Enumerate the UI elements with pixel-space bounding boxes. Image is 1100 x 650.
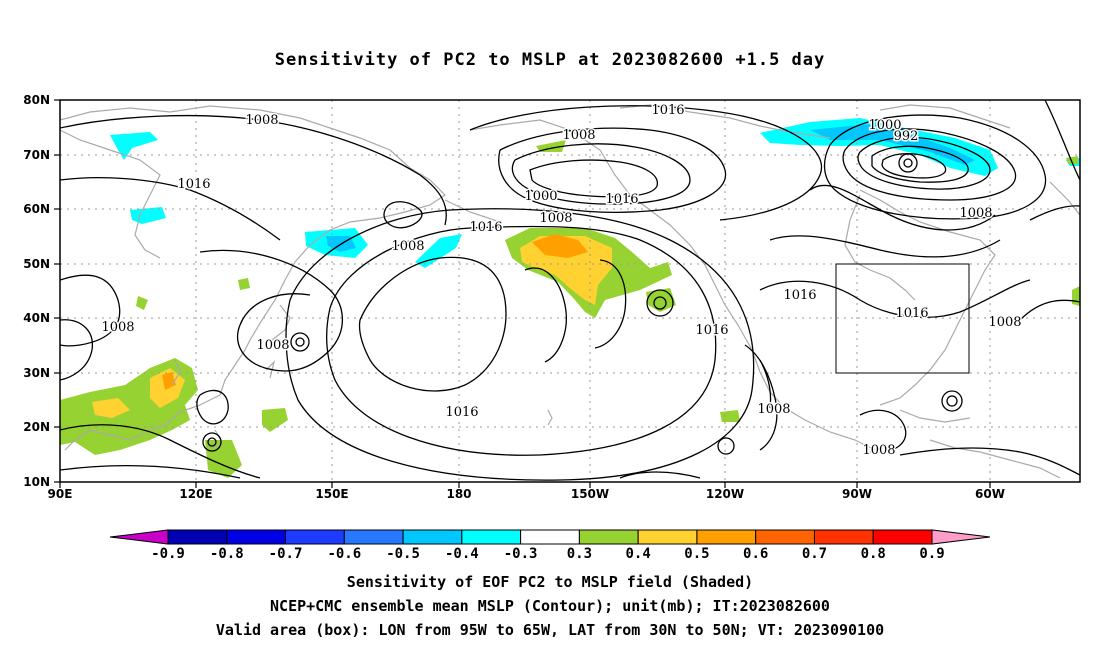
- mslp-contours: [60, 100, 1080, 481]
- contour-label: 1016: [177, 177, 210, 192]
- colorbar-label: -0.6: [327, 546, 361, 562]
- colorbar-label: -0.8: [210, 546, 244, 562]
- lon-label-150w: 150W: [571, 487, 609, 501]
- lat-label-20n: 20N: [23, 420, 50, 434]
- contour-label: 1008: [757, 402, 790, 417]
- contour-label: 1008: [391, 239, 424, 254]
- contour-label: 1008: [256, 338, 289, 353]
- colorbar-swatch: [167, 529, 228, 545]
- caption-line-1: Sensitivity of EOF PC2 to MSLP field (Sh…: [346, 573, 754, 591]
- valid-area-box: [835, 263, 970, 374]
- colorbar-low-arrow: [109, 529, 169, 545]
- colorbar-label: -0.7: [269, 546, 303, 562]
- colorbar-swatch: [755, 529, 815, 545]
- colorbar: -0.9 -0.8 -0.7 -0.6 -0.5 -0.4 -0.3 0.3 0.4 0.5 0.6…: [109, 529, 991, 562]
- contour-label: 1008: [562, 128, 595, 143]
- contour-label: 1016: [605, 192, 638, 207]
- caption-line-2: NCEP+CMC ensemble mean MSLP (Contour); u…: [270, 597, 830, 615]
- colorbar-swatch: [461, 529, 522, 545]
- contour-label: 1016: [469, 220, 502, 235]
- contour-label: 1016: [895, 306, 928, 321]
- lon-label-60w: 60W: [975, 487, 1005, 501]
- caption-line-3: Valid area (box): LON from 95W to 65W, L…: [215, 621, 885, 639]
- lon-label-120e: 120E: [179, 487, 212, 501]
- lat-label-30n: 30N: [23, 366, 50, 380]
- colorbar-label: 0.7: [802, 546, 827, 562]
- colorbar-label: 0.9: [919, 546, 944, 562]
- colorbar-label: -0.5: [386, 546, 420, 562]
- colorbar-swatch: [813, 529, 874, 545]
- lon-label-90w: 90W: [842, 487, 872, 501]
- coastlines: [60, 104, 1080, 479]
- colorbar-label: -0.9: [151, 546, 185, 562]
- colorbar-swatch: [637, 529, 698, 545]
- colorbar-swatch: [520, 529, 580, 545]
- colorbar-label: -0.4: [445, 546, 479, 562]
- colorbar-swatch: [226, 529, 287, 545]
- lat-label-70n: 70N: [23, 148, 50, 162]
- contour-label: 1000: [524, 189, 557, 204]
- lat-label-40n: 40N: [23, 311, 50, 325]
- colorbar-label: 0.4: [626, 546, 651, 562]
- lat-label-50n: 50N: [23, 257, 50, 271]
- plot-frame: [59, 99, 1081, 483]
- axis-ticks: [54, 99, 991, 488]
- colorbar-label: 0.5: [684, 546, 709, 562]
- colorbar-swatch: [872, 529, 933, 545]
- contour-label: 1016: [695, 323, 728, 338]
- contour-label: 1008: [539, 211, 572, 226]
- lat-label-60n: 60N: [23, 202, 50, 216]
- colorbar-swatch: [402, 529, 463, 545]
- colorbar-high-arrow: [931, 529, 991, 545]
- contour-label: 1008: [988, 315, 1021, 330]
- contour-label: 1016: [445, 405, 478, 420]
- contour-label: 1000: [868, 118, 901, 133]
- contour-label: 1016: [651, 103, 684, 118]
- contour-label: 1008: [101, 320, 134, 335]
- colorbar-swatch: [285, 529, 345, 545]
- colorbar-label: 0.8: [861, 546, 886, 562]
- colorbar-label: 0.6: [743, 546, 768, 562]
- colorbar-swatch: [696, 529, 757, 545]
- colorbar-swatch: [578, 529, 639, 545]
- map-title: Sensitivity of PC2 to MSLP at 2023082600…: [274, 50, 826, 70]
- contour-label: 1008: [959, 206, 992, 221]
- contour-label: 1008: [245, 113, 278, 128]
- colorbar-label: -0.3: [504, 546, 538, 562]
- lat-label-80n: 80N: [23, 93, 50, 107]
- colorbar-label: 0.3: [567, 546, 592, 562]
- lat-label-10n: 10N: [23, 475, 50, 489]
- lon-label-150e: 150E: [315, 487, 348, 501]
- contour-label: 1016: [783, 288, 816, 303]
- lon-label-180: 180: [446, 487, 471, 501]
- lon-label-90e: 90E: [48, 487, 73, 501]
- contour-label: 992: [894, 129, 919, 144]
- contour-label: 1008: [862, 443, 895, 458]
- colorbar-swatch: [343, 529, 404, 545]
- lon-label-120w: 120W: [706, 487, 744, 501]
